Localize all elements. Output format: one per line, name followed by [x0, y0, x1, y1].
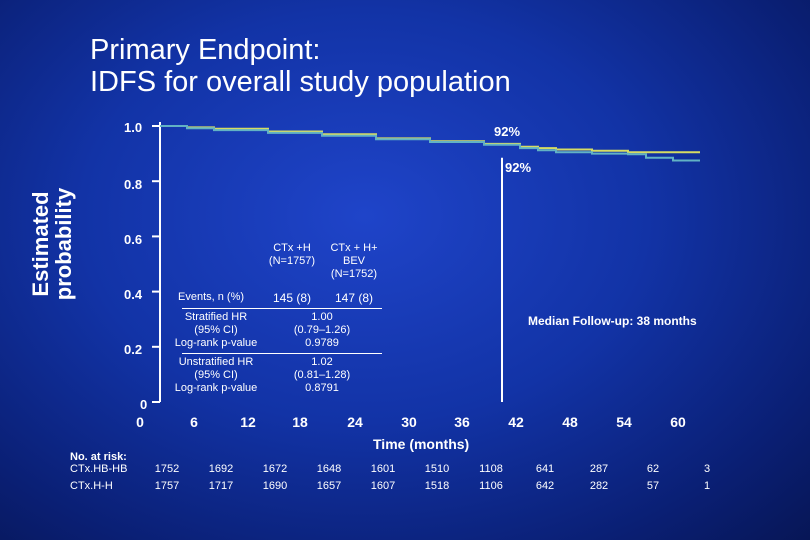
table-row-events-v2: 147 (8) — [334, 291, 374, 305]
risk-cell: 641 — [535, 463, 555, 475]
table-row-events-label: Events, n (%) — [178, 291, 245, 303]
table-row-stratified-label: Stratified HR (95% CI) Log-rank p-value — [174, 311, 258, 349]
x-tick-42: 42 — [508, 414, 524, 430]
axes — [152, 122, 503, 403]
x-tick-18: 18 — [292, 414, 308, 430]
risk-row-label-h: CTx.H-H — [70, 480, 113, 492]
risk-cell: 1518 — [424, 480, 450, 492]
table-header-ctx-h: CTx +H (N=1757) — [268, 242, 316, 267]
x-tick-54: 54 — [616, 414, 632, 430]
risk-cell: 1601 — [370, 463, 396, 475]
risk-cell: 1657 — [316, 480, 342, 492]
x-tick-60: 60 — [670, 414, 686, 430]
risk-cell: 642 — [535, 480, 555, 492]
y-tick-1-0: 1.0 — [124, 120, 143, 135]
y-tick-0: 0 — [140, 397, 148, 412]
x-tick-24: 24 — [347, 414, 363, 430]
y-tick-0-4: 0.4 — [124, 287, 143, 302]
x-tick-30: 30 — [401, 414, 417, 430]
risk-row-label-hb: CTx.HB-HB — [70, 463, 128, 475]
risk-cell: 1690 — [262, 480, 288, 492]
risk-cell: 57 — [646, 480, 660, 492]
risk-cell: 1607 — [370, 480, 396, 492]
risk-cell: 282 — [589, 480, 609, 492]
curves — [160, 125, 700, 162]
risk-cell: 1 — [703, 480, 711, 492]
risk-cell: 287 — [589, 463, 609, 475]
risk-cell: 1692 — [208, 463, 234, 475]
table-divider-1 — [182, 308, 382, 309]
followup-annotation: Median Follow-up: 38 months — [528, 314, 697, 328]
x-axis-label: Time (months) — [373, 436, 470, 452]
risk-cell: 1717 — [208, 480, 234, 492]
annotation-lower-pct: 92% — [505, 160, 532, 175]
title: Primary Endpoint: — [90, 34, 321, 66]
x-tick-6: 6 — [190, 414, 198, 430]
table-divider-2 — [182, 353, 382, 354]
risk-cell: 1648 — [316, 463, 342, 475]
table-row-stratified-v1: 1.00 (0.79–1.26) 0.9789 — [293, 311, 351, 349]
risk-cell: 1752 — [154, 463, 180, 475]
risk-cell: 1108 — [479, 463, 503, 475]
subtitle: IDFS for overall study population — [90, 66, 511, 98]
x-tick-48: 48 — [562, 414, 578, 430]
annotation-upper-pct: 92% — [494, 124, 521, 139]
risk-cell: 1757 — [154, 480, 180, 492]
risk-cell: 62 — [646, 463, 660, 475]
risk-cell: 1672 — [262, 463, 288, 475]
table-row-unstratified-label: Unstratified HR (95% CI) Log-rank p-valu… — [174, 356, 258, 394]
x-tick-12: 12 — [240, 414, 256, 430]
x-tick-36: 36 — [454, 414, 470, 430]
table-row-unstratified-v1: 1.02 (0.81–1.28) 0.8791 — [293, 356, 351, 394]
risk-table-title: No. at risk: — [70, 451, 127, 463]
risk-cell: 1510 — [424, 463, 450, 475]
risk-cell: 3 — [703, 463, 711, 475]
y-tick-0-2: 0.2 — [124, 342, 143, 357]
series-line-1 — [160, 125, 700, 162]
y-tick-0-8: 0.8 — [124, 177, 143, 192]
y-tick-0-6: 0.6 — [124, 232, 143, 247]
x-tick-0: 0 — [136, 414, 144, 430]
table-row-events-v1: 145 (8) — [272, 291, 312, 305]
risk-cell: 1106 — [479, 480, 503, 492]
table-header-ctx-h-bev: CTx + H+ BEV (N=1752) — [330, 242, 378, 280]
